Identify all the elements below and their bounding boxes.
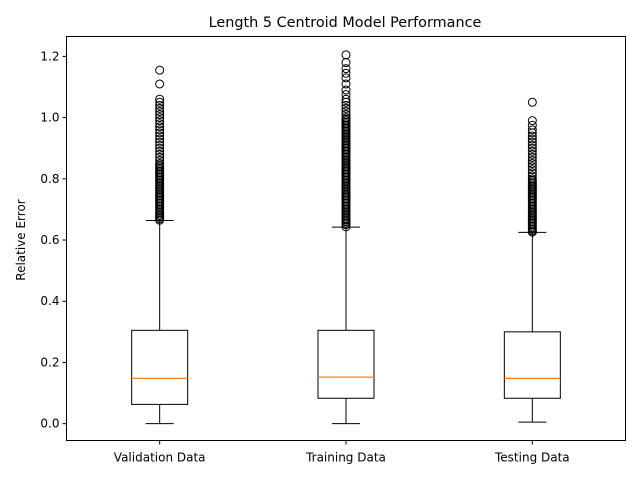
outlier-point <box>155 122 165 132</box>
outlier-point <box>155 143 165 153</box>
outlier-point <box>527 171 537 181</box>
outlier-point <box>155 97 165 107</box>
outlier-point <box>155 110 165 120</box>
outlier-point <box>155 159 165 169</box>
outlier-point <box>527 131 537 141</box>
outlier-point <box>155 128 165 138</box>
outlier-point <box>155 134 165 144</box>
outlier-point <box>341 103 351 113</box>
outlier-point <box>527 162 537 172</box>
outlier-point <box>527 165 537 175</box>
outlier-point <box>527 155 537 165</box>
outlier-point <box>155 113 165 123</box>
y-tick-label: 0.6 <box>40 233 59 247</box>
outlier-point <box>155 65 165 75</box>
outlier-point <box>155 94 165 104</box>
y-tick-label: 0.2 <box>40 355 59 369</box>
outlier-point <box>527 159 537 169</box>
outlier-point <box>527 174 537 184</box>
outlier-point <box>155 131 165 141</box>
outlier-point <box>527 168 537 178</box>
outlier-point <box>155 140 165 150</box>
outlier-point <box>155 106 165 116</box>
outlier-point <box>341 68 351 78</box>
outlier-point <box>155 116 165 126</box>
outlier-point <box>155 100 165 110</box>
outlier-point <box>341 106 351 116</box>
box-iqr <box>503 331 561 399</box>
outlier-point <box>341 64 351 74</box>
outlier-point <box>155 103 165 113</box>
outlier-point <box>341 113 351 123</box>
outlier-point <box>341 85 351 95</box>
outlier-point <box>527 137 537 147</box>
outlier-point <box>155 155 165 165</box>
outlier-point <box>155 137 165 147</box>
outlier-point <box>155 149 165 159</box>
outlier-point <box>527 152 537 162</box>
outlier-point <box>527 116 537 126</box>
y-tick-label: 1.0 <box>40 111 59 125</box>
outlier-point <box>341 110 351 120</box>
outlier-point <box>527 149 537 159</box>
chart-title: Length 5 Centroid Model Performance <box>209 15 482 31</box>
outlier-point <box>341 79 351 89</box>
y-axis-label: Relative Error <box>14 199 28 281</box>
outlier-point <box>155 119 165 129</box>
outlier-point <box>341 50 351 60</box>
outlier-point <box>155 79 165 89</box>
outlier-point <box>341 94 351 104</box>
y-tick-label: 0.4 <box>40 294 59 308</box>
y-tick-label: 0.0 <box>40 417 59 431</box>
outlier-point <box>341 73 351 83</box>
outlier-point <box>341 58 351 68</box>
outlier-point <box>527 140 537 150</box>
y-tick-label: 1.2 <box>40 49 59 63</box>
y-tick-label: 0.8 <box>40 172 59 186</box>
box-iqr <box>131 329 189 405</box>
axes-frame <box>66 36 626 441</box>
box-iqr <box>317 329 375 399</box>
outlier-point <box>527 143 537 153</box>
outlier-point <box>527 134 537 144</box>
x-tick-label: Training Data <box>305 451 386 465</box>
plot-area: 0.0 0.2 0.4 0.6 0.8 1.0 1.2 Validation Data Trai… <box>40 49 569 464</box>
outlier-point <box>341 100 351 110</box>
outlier-point <box>155 146 165 156</box>
outlier-point <box>341 90 351 100</box>
x-tick-label: Testing Data <box>494 451 570 465</box>
outlier-point <box>527 146 537 156</box>
outlier-point <box>155 152 165 162</box>
outlier-point <box>155 125 165 135</box>
x-tick-label: Validation Data <box>114 451 206 465</box>
outlier-point <box>527 97 537 107</box>
outlier-point <box>527 120 537 130</box>
outlier-point <box>527 125 537 135</box>
